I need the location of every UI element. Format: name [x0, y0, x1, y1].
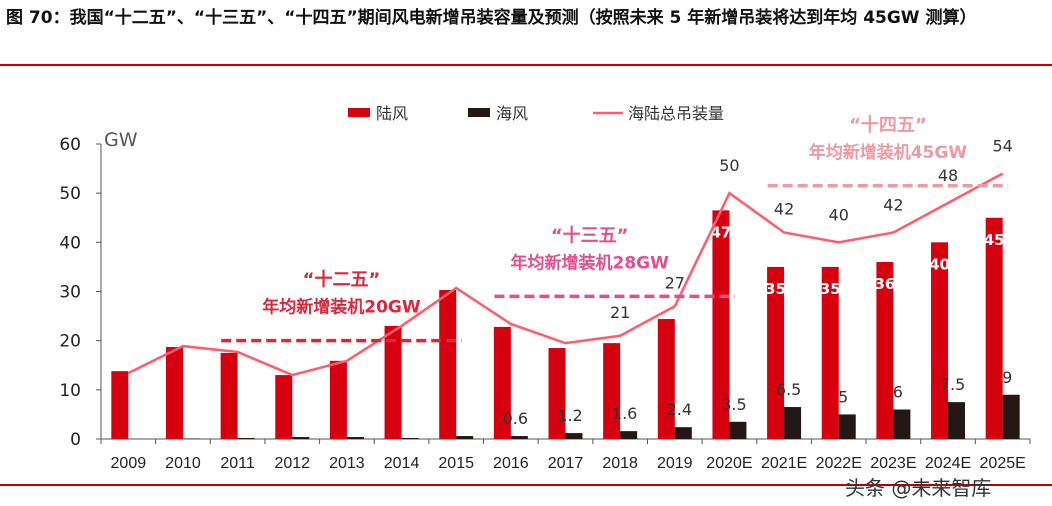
x-tick-label: 2012	[274, 455, 310, 472]
annotation-title: “十二五”	[303, 269, 381, 291]
data-label-land: 35	[820, 280, 841, 298]
x-tick-label: 2021E	[761, 455, 807, 472]
data-label-offshore: 3.5	[721, 395, 746, 414]
y-tick-label: 50	[59, 184, 81, 204]
x-tick-label: 2025E	[980, 455, 1026, 472]
annotation-text: 年均新增装机28GW	[510, 252, 669, 273]
bar-offshore	[237, 438, 255, 439]
data-label-offshore: 0.6	[503, 409, 528, 428]
y-tick-label: 10	[59, 381, 81, 401]
data-label-total: 50	[719, 156, 739, 175]
bar-offshore	[510, 436, 528, 439]
data-label-offshore: 1.6	[612, 404, 637, 423]
bar-offshore	[838, 414, 856, 439]
bar-land	[111, 371, 129, 439]
x-tick-label: 2009	[111, 455, 147, 472]
bar-offshore	[729, 421, 747, 439]
bar-land	[493, 326, 511, 439]
bar-offshore	[401, 438, 419, 439]
y-tick-label: 30	[59, 283, 81, 303]
x-tick-label: 2010	[165, 455, 201, 472]
y-tick-label: 20	[59, 332, 81, 352]
annotation-text: 年均新增装机45GW	[809, 142, 968, 163]
x-tick-label: 2020E	[706, 455, 752, 472]
x-tick-label: 2016	[493, 455, 529, 472]
bar-land	[384, 325, 402, 439]
x-tick-label: 2018	[602, 455, 638, 472]
data-label-offshore: 5	[838, 387, 848, 406]
watermark: 头条 @未来智库	[845, 476, 992, 500]
data-label-total: 21	[610, 303, 630, 322]
bar-land	[220, 352, 238, 439]
legend-swatch	[348, 108, 370, 117]
legend-swatch	[468, 108, 490, 117]
data-label-total: 42	[774, 200, 794, 219]
bar-offshore	[893, 409, 911, 439]
annotation-title: “十四五”	[849, 114, 927, 136]
annotation-title: “十三五”	[551, 224, 629, 246]
figure-title: 图 70：我国“十二五”、“十三五”、“十四五”期间风电新增吊装容量及预测（按照…	[6, 8, 977, 28]
bar-land	[275, 375, 293, 439]
line-total	[127, 172, 1004, 377]
data-label-offshore: 9	[1002, 368, 1012, 387]
bar-land	[821, 266, 839, 439]
x-tick-label: 2017	[548, 455, 584, 472]
bar-offshore	[620, 431, 638, 439]
legend-label: 海风	[496, 104, 528, 123]
bar-land	[712, 210, 730, 439]
data-label-offshore: 6	[893, 383, 903, 402]
x-tick-label: 2015	[438, 455, 474, 472]
data-label-offshore: 1.2	[557, 406, 582, 425]
bar-land	[767, 266, 785, 439]
bar-offshore	[674, 427, 692, 439]
bar-offshore	[292, 437, 310, 439]
x-tick-label: 2024E	[925, 455, 971, 472]
legend-label: 陆风	[376, 104, 408, 123]
bar-land	[985, 217, 1003, 439]
data-label-total: 54	[992, 137, 1012, 156]
data-label-offshore: 2.4	[667, 400, 692, 419]
x-tick-label: 2019	[657, 455, 693, 472]
data-label-land: 45	[984, 231, 1005, 249]
data-label-offshore: 6.5	[776, 380, 801, 399]
y-tick-label: 60	[59, 135, 81, 155]
x-tick-label: 2011	[220, 455, 255, 472]
bar-land	[931, 242, 949, 439]
bar-land	[548, 348, 566, 439]
bar-land	[439, 290, 457, 439]
annotation-text: 年均新增装机20GW	[262, 297, 421, 318]
data-label-total: 48	[938, 166, 958, 185]
data-label-land: 36	[874, 275, 895, 293]
data-label-total: 40	[829, 205, 849, 224]
data-label-land: 47	[711, 223, 732, 241]
x-tick-label: 2013	[329, 455, 365, 472]
bar-offshore	[948, 402, 966, 439]
bar-offshore	[346, 437, 364, 439]
data-label-land: 40	[929, 255, 950, 273]
y-axis-unit: GW	[104, 129, 138, 151]
divider-bottom	[0, 484, 1052, 486]
legend-label: 海陆总吊装量	[628, 104, 724, 123]
bar-offshore	[456, 436, 474, 439]
x-tick-label: 2023E	[870, 455, 916, 472]
bar-land	[165, 347, 183, 439]
y-tick-label: 40	[59, 233, 81, 253]
y-tick-label: 0	[70, 430, 81, 450]
data-label-total: 27	[665, 273, 685, 292]
data-label-total: 42	[883, 196, 903, 215]
x-tick-label: 2014	[384, 455, 420, 472]
divider-top	[0, 64, 1052, 66]
bar-land	[876, 262, 894, 439]
x-tick-label: 2022E	[816, 455, 862, 472]
bar-offshore	[1002, 394, 1020, 439]
bar-land	[603, 343, 621, 439]
data-label-land: 35	[765, 280, 786, 298]
data-label-offshore: 7.5	[940, 375, 965, 394]
bar-offshore	[565, 433, 583, 439]
bar-land	[329, 360, 347, 439]
bar-offshore	[784, 407, 802, 439]
bar-land	[657, 319, 675, 439]
